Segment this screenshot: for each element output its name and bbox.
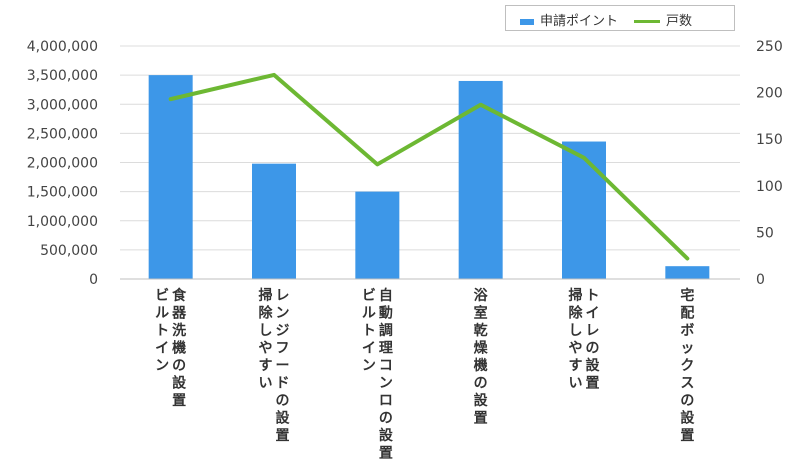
y-left-tick-label: 4,000,000 — [27, 39, 98, 55]
category-label: 掃除しやすい — [569, 287, 584, 392]
bar — [355, 191, 400, 279]
legend-label-points: 申請ポイント — [540, 14, 619, 29]
y-left-tick-label: 2,500,000 — [27, 126, 98, 142]
legend-swatch-units — [634, 20, 660, 23]
y-left-tick-label: 1,000,000 — [27, 214, 98, 230]
y-left-tick-label: 1,500,000 — [27, 185, 98, 201]
category-label: 食器洗機の設置 — [171, 287, 187, 409]
legend-item-units: 戸数 — [634, 10, 692, 29]
units-line — [168, 72, 690, 261]
y-right-tick-label: 100 — [756, 179, 783, 195]
category-label: レンジフードの設置 — [276, 288, 291, 444]
y-right-tick-label: 200 — [756, 86, 783, 102]
bar — [252, 163, 296, 279]
category-label: トイレの設置 — [586, 288, 601, 392]
y-left-tick-label: 3,500,000 — [27, 68, 98, 84]
category-label: 宅配ボックスの設置 — [680, 287, 695, 444]
bar — [148, 75, 193, 279]
category-label: ビルトイン — [155, 288, 169, 374]
y-right-tick-label: 50 — [756, 225, 774, 241]
legend: 申請ポイント 戸数 — [505, 5, 735, 31]
category-label: 浴室乾燥機の設置 — [474, 287, 489, 427]
legend-item-points: 申請ポイント — [520, 10, 618, 29]
y-left-tick-label: 2,000,000 — [27, 156, 98, 172]
y-left-tick-label: 3,000,000 — [27, 97, 98, 113]
y-left-tick-label: 500,000 — [40, 243, 98, 259]
y-right-tick-label: 150 — [756, 132, 783, 148]
bar — [665, 266, 710, 279]
legend-label-units: 戸数 — [666, 14, 693, 29]
y-right-tick-label: 0 — [756, 272, 765, 288]
category-label: 掃除しやすい — [259, 287, 274, 392]
y-right-tick-label: 250 — [756, 39, 783, 55]
legend-swatch-points — [520, 18, 534, 25]
y-left-tick-label: 0 — [89, 272, 98, 288]
bar — [562, 141, 606, 279]
category-label: 自動調理コンロの設置 — [379, 287, 394, 460]
category-label: ビルトイン — [362, 288, 376, 374]
